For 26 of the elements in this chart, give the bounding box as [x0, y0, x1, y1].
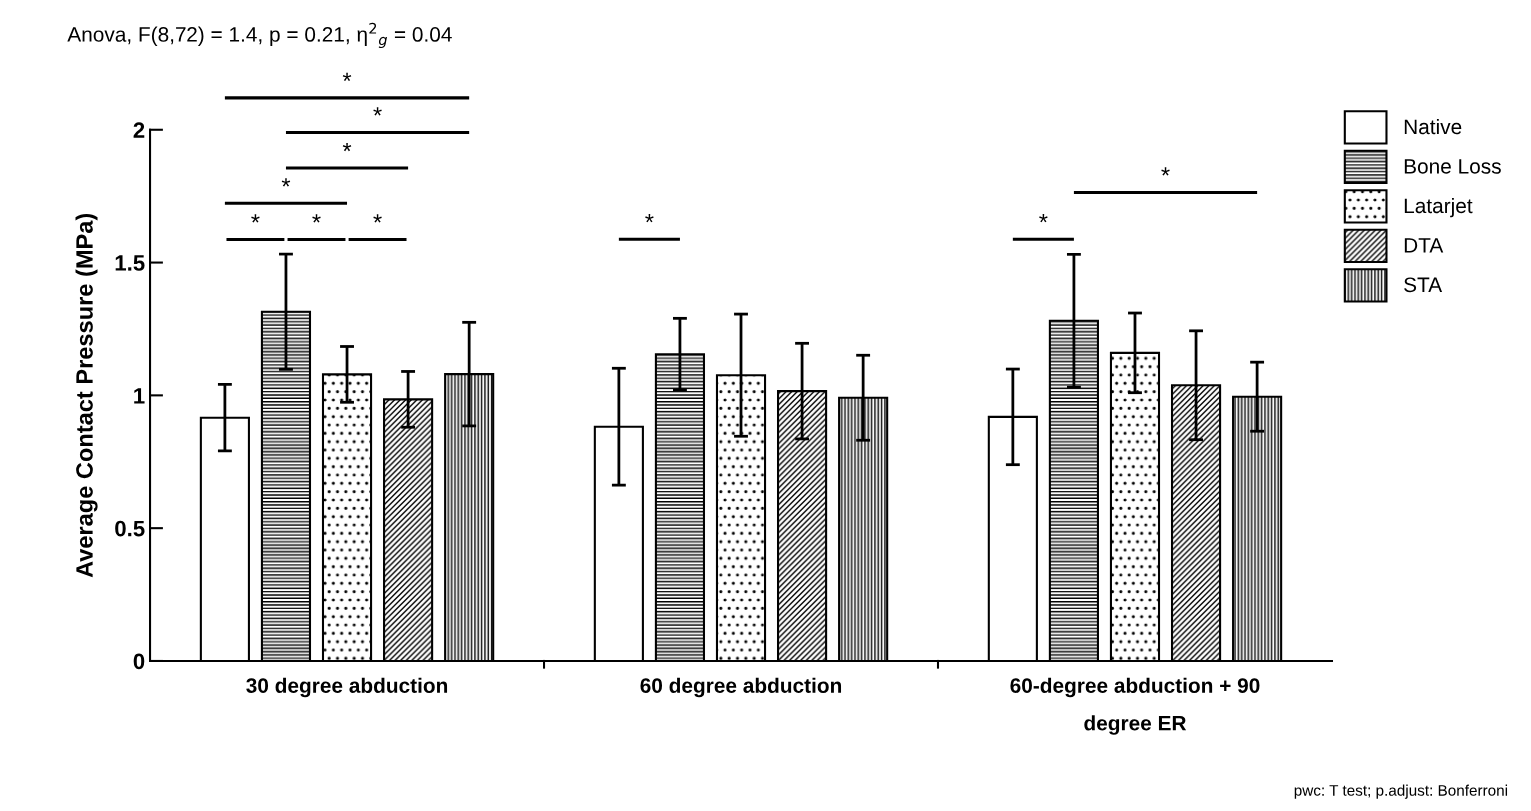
- legend-label: STA: [1404, 277, 1443, 293]
- y-tick-label: 0: [133, 653, 145, 670]
- legend-label: DTA: [1404, 238, 1444, 253]
- text: *: [342, 72, 352, 82]
- y-axis-title: Average Contact Pressure (MPa): [75, 213, 98, 578]
- chart-title: Anova, F(8,72) = 1.4, p = 0.21, η$^{2}$$_{g}$ = 0.04: [67, 22, 452, 49]
- y-tick-label: 2: [133, 122, 145, 138]
- annotation: *: [373, 214, 382, 223]
- text: *: [373, 107, 382, 116]
- legend-label: Latarjet: [1404, 197, 1473, 218]
- annotation: *: [1039, 214, 1048, 223]
- x-tick-label: 60-degree abduction + 90 degree ER: [1010, 677, 1260, 735]
- y-tick-label: 0.5: [115, 520, 145, 537]
- x-tick-label: 60 degree abduction: [640, 677, 842, 698]
- annotation: *: [342, 142, 352, 152]
- annotation: *: [281, 178, 291, 187]
- annotation: *: [251, 214, 260, 223]
- annotation: *: [312, 214, 321, 223]
- text: pwc: T test; p.adjust: Bonferroni: [1294, 784, 1508, 799]
- legend-label: Bone Loss: [1404, 159, 1501, 174]
- legend-label: Native: [1404, 118, 1462, 135]
- y-tick-label: 1.5: [115, 255, 145, 271]
- annotation: *: [645, 214, 654, 223]
- y-tick-label: 1: [134, 388, 145, 404]
- annotation: *: [1161, 167, 1170, 176]
- x-tick-label: 30 degree abduction: [246, 677, 448, 698]
